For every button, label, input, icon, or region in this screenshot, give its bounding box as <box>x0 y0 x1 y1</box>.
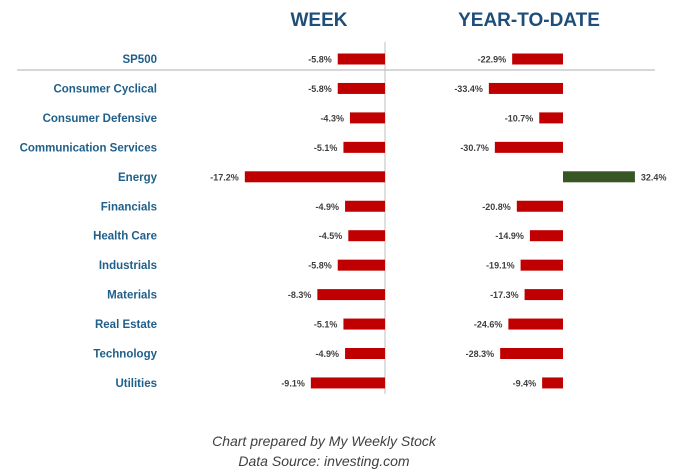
category-label-consumer-cyclical: Consumer Cyclical <box>53 83 157 95</box>
value-label-year-to-date-health-care: -14.9% <box>495 231 524 241</box>
bar-week-energy <box>244 171 385 183</box>
value-label-year-to-date-utilities: -9.4% <box>513 378 537 388</box>
bar-week-materials <box>317 289 385 301</box>
value-label-year-to-date-consumer-cyclical: -33.4% <box>454 84 483 94</box>
bar-year-to-date-financials <box>516 200 563 212</box>
header-year-to-date: YEAR-TO-DATE <box>458 10 600 31</box>
bar-year-to-date-materials <box>524 289 563 301</box>
bar-week-health-care <box>348 230 385 242</box>
bar-week-utilities <box>310 377 385 389</box>
bar-week-consumer-defensive <box>349 112 385 124</box>
bar-year-to-date-health-care <box>529 230 563 242</box>
category-label-communication-services: Communication Services <box>20 142 157 154</box>
category-label-energy: Energy <box>118 172 158 184</box>
category-label-real-estate: Real Estate <box>95 319 157 331</box>
value-label-year-to-date-industrials: -19.1% <box>486 261 515 271</box>
value-label-year-to-date-technology: -28.3% <box>466 349 495 359</box>
bar-week-sp500 <box>337 53 385 65</box>
value-label-year-to-date-communication-services: -30.7% <box>460 143 489 153</box>
bar-week-consumer-cyclical <box>337 82 385 94</box>
bar-year-to-date-utilities <box>542 377 563 389</box>
value-label-week-consumer-cyclical: -5.8% <box>308 84 332 94</box>
axis-lines <box>17 42 655 394</box>
value-label-week-communication-services: -5.1% <box>314 143 338 153</box>
bars <box>244 53 635 389</box>
bar-week-industrials <box>337 259 385 271</box>
value-label-year-to-date-energy: 32.4% <box>641 172 667 182</box>
category-label-consumer-defensive: Consumer Defensive <box>43 113 157 125</box>
value-label-year-to-date-real-estate: -24.6% <box>474 320 503 330</box>
category-label-financials: Financials <box>101 201 157 213</box>
value-label-week-industrials: -5.8% <box>308 261 332 271</box>
value-label-year-to-date-consumer-defensive: -10.7% <box>505 113 534 123</box>
value-label-year-to-date-materials: -17.3% <box>490 290 519 300</box>
value-label-week-technology: -4.9% <box>316 349 340 359</box>
value-label-year-to-date-sp500: -22.9% <box>478 55 507 65</box>
bar-year-to-date-industrials <box>520 259 563 271</box>
column-headers: WEEK YEAR-TO-DATE <box>291 10 600 31</box>
category-label-sp500: SP500 <box>122 54 157 66</box>
footer-source: Data Source: investing.com <box>238 453 410 469</box>
bar-year-to-date-technology <box>500 348 563 359</box>
bar-week-financials <box>345 200 385 212</box>
value-label-week-sp500: -5.8% <box>308 55 332 65</box>
bar-year-to-date-communication-services <box>494 141 563 153</box>
category-label-materials: Materials <box>107 290 157 302</box>
bar-week-technology <box>345 348 385 359</box>
category-label-utilities: Utilities <box>115 378 157 390</box>
value-label-week-utilities: -9.1% <box>281 378 305 388</box>
footer-credit: Chart prepared by My Weekly Stock <box>212 433 437 449</box>
bar-year-to-date-consumer-defensive <box>539 112 563 124</box>
header-week: WEEK <box>291 10 348 31</box>
value-label-week-materials: -8.3% <box>288 290 312 300</box>
bar-week-real-estate <box>343 318 385 330</box>
bar-year-to-date-real-estate <box>508 318 563 330</box>
value-label-week-consumer-defensive: -4.3% <box>320 113 344 123</box>
value-labels: -5.8% -5.8% -4.3% -5.1% -17.2% -4.9% -4.5% -5.8… <box>210 55 666 389</box>
category-label-health-care: Health Care <box>93 231 157 243</box>
value-label-week-real-estate: -5.1% <box>314 320 338 330</box>
value-label-week-health-care: -4.5% <box>319 231 343 241</box>
bar-year-to-date-energy <box>563 171 635 183</box>
value-label-year-to-date-financials: -20.8% <box>482 202 511 212</box>
value-label-week-financials: -4.9% <box>316 202 340 212</box>
bar-year-to-date-consumer-cyclical <box>488 82 563 94</box>
value-label-week-energy: -17.2% <box>210 172 239 182</box>
bar-week-communication-services <box>343 141 385 153</box>
category-label-technology: Technology <box>93 349 157 361</box>
category-label-industrials: Industrials <box>99 260 157 272</box>
bar-year-to-date-sp500 <box>512 53 563 65</box>
category-labels: SP500 Consumer Cyclical Consumer Defensive… <box>20 54 158 390</box>
